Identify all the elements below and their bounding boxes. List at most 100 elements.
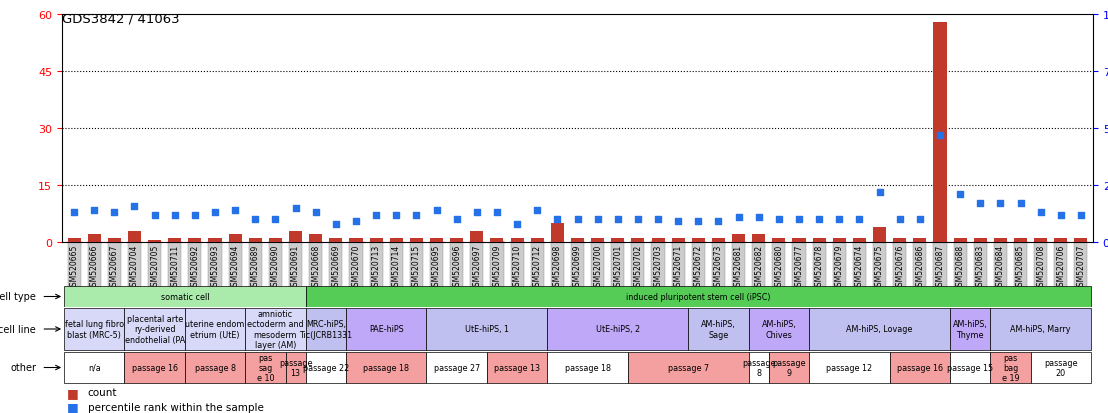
Text: n/a: n/a	[88, 363, 101, 372]
Bar	[652, 239, 665, 242]
Point	[186, 212, 204, 218]
Text: ■: ■	[68, 386, 79, 399]
Point	[730, 214, 748, 221]
Point	[468, 209, 485, 216]
Point	[246, 216, 264, 223]
Point	[609, 216, 627, 223]
Text: passage 13: passage 13	[494, 363, 540, 372]
Bar	[185, 308, 245, 350]
Bar	[752, 235, 766, 242]
Point	[588, 216, 606, 223]
Point	[568, 216, 586, 223]
Point	[709, 218, 727, 225]
Point	[548, 216, 566, 223]
Text: passage 16: passage 16	[132, 363, 177, 372]
Bar	[68, 239, 81, 242]
Point	[65, 209, 83, 216]
Point	[327, 221, 345, 228]
Text: induced pluripotent stem cell (iPSC): induced pluripotent stem cell (iPSC)	[626, 292, 770, 301]
Text: passage 16: passage 16	[896, 363, 943, 372]
Text: PAE-hiPS: PAE-hiPS	[369, 325, 403, 334]
Point	[267, 216, 285, 223]
Bar	[289, 231, 302, 242]
Bar	[547, 352, 628, 383]
Point	[428, 207, 445, 214]
Point	[689, 218, 707, 225]
Text: AM-hiPS, Lovage: AM-hiPS, Lovage	[847, 325, 913, 334]
Bar	[531, 239, 544, 242]
Bar	[450, 239, 463, 242]
Text: AM-hiPS,
Thyme: AM-hiPS, Thyme	[953, 320, 987, 339]
Point	[790, 216, 808, 223]
Point	[226, 207, 244, 214]
Bar	[346, 308, 427, 350]
Bar	[124, 352, 185, 383]
Point	[287, 205, 305, 211]
Bar	[148, 240, 161, 242]
Point	[830, 216, 848, 223]
Point	[649, 216, 667, 223]
Bar	[410, 239, 423, 242]
Text: passage 27: passage 27	[433, 363, 480, 372]
Point	[972, 200, 989, 207]
Point	[1012, 200, 1029, 207]
Bar	[306, 308, 346, 350]
Bar	[732, 235, 746, 242]
Text: UtE-hiPS, 2: UtE-hiPS, 2	[596, 325, 639, 334]
Text: MRC-hiPS,
Tic(JCRB1331: MRC-hiPS, Tic(JCRB1331	[299, 320, 352, 339]
Bar	[346, 352, 427, 383]
Text: passage
9: passage 9	[772, 358, 806, 377]
Bar	[913, 239, 926, 242]
Bar	[430, 239, 443, 242]
Point	[125, 203, 143, 209]
Bar	[245, 308, 306, 350]
Point	[408, 212, 425, 218]
Bar	[893, 239, 906, 242]
Bar	[571, 239, 584, 242]
Text: passage
20: passage 20	[1044, 358, 1078, 377]
Bar	[712, 239, 725, 242]
Point	[509, 221, 526, 228]
Text: other: other	[10, 363, 37, 373]
Point	[770, 216, 788, 223]
Point	[166, 212, 184, 218]
Point	[347, 218, 365, 225]
Point	[952, 191, 970, 198]
Bar	[306, 352, 346, 383]
Bar	[950, 352, 991, 383]
Bar	[547, 308, 688, 350]
Text: UtE-hiPS, 1: UtE-hiPS, 1	[465, 325, 509, 334]
Text: fetal lung fibro
blast (MRC-5): fetal lung fibro blast (MRC-5)	[64, 320, 124, 339]
Text: percentile rank within the sample: percentile rank within the sample	[88, 402, 264, 412]
Bar	[991, 308, 1091, 350]
Bar	[551, 223, 564, 242]
Bar	[185, 352, 245, 383]
Bar	[390, 239, 403, 242]
Point	[1073, 212, 1090, 218]
Bar	[470, 231, 483, 242]
Text: passage 15: passage 15	[947, 363, 993, 372]
Bar	[245, 352, 286, 383]
Text: passage 22: passage 22	[302, 363, 349, 372]
Point	[448, 216, 465, 223]
Point	[206, 209, 224, 216]
Point	[669, 218, 687, 225]
Point	[85, 207, 103, 214]
Bar	[632, 239, 645, 242]
Bar	[691, 239, 705, 242]
Text: ■: ■	[68, 400, 79, 413]
Bar	[591, 239, 604, 242]
Point	[367, 212, 384, 218]
Point	[307, 209, 325, 216]
Point	[931, 132, 948, 139]
Point	[911, 216, 929, 223]
Bar	[188, 239, 202, 242]
Text: passage 18: passage 18	[363, 363, 409, 372]
Bar	[688, 308, 749, 350]
Text: pas
bag
e 19: pas bag e 19	[1002, 353, 1019, 382]
Bar	[208, 239, 222, 242]
Text: cell type: cell type	[0, 292, 37, 302]
Bar	[491, 239, 503, 242]
Bar	[269, 239, 283, 242]
Text: placental arte
ry-derived
endothelial (PA: placental arte ry-derived endothelial (P…	[124, 314, 185, 344]
